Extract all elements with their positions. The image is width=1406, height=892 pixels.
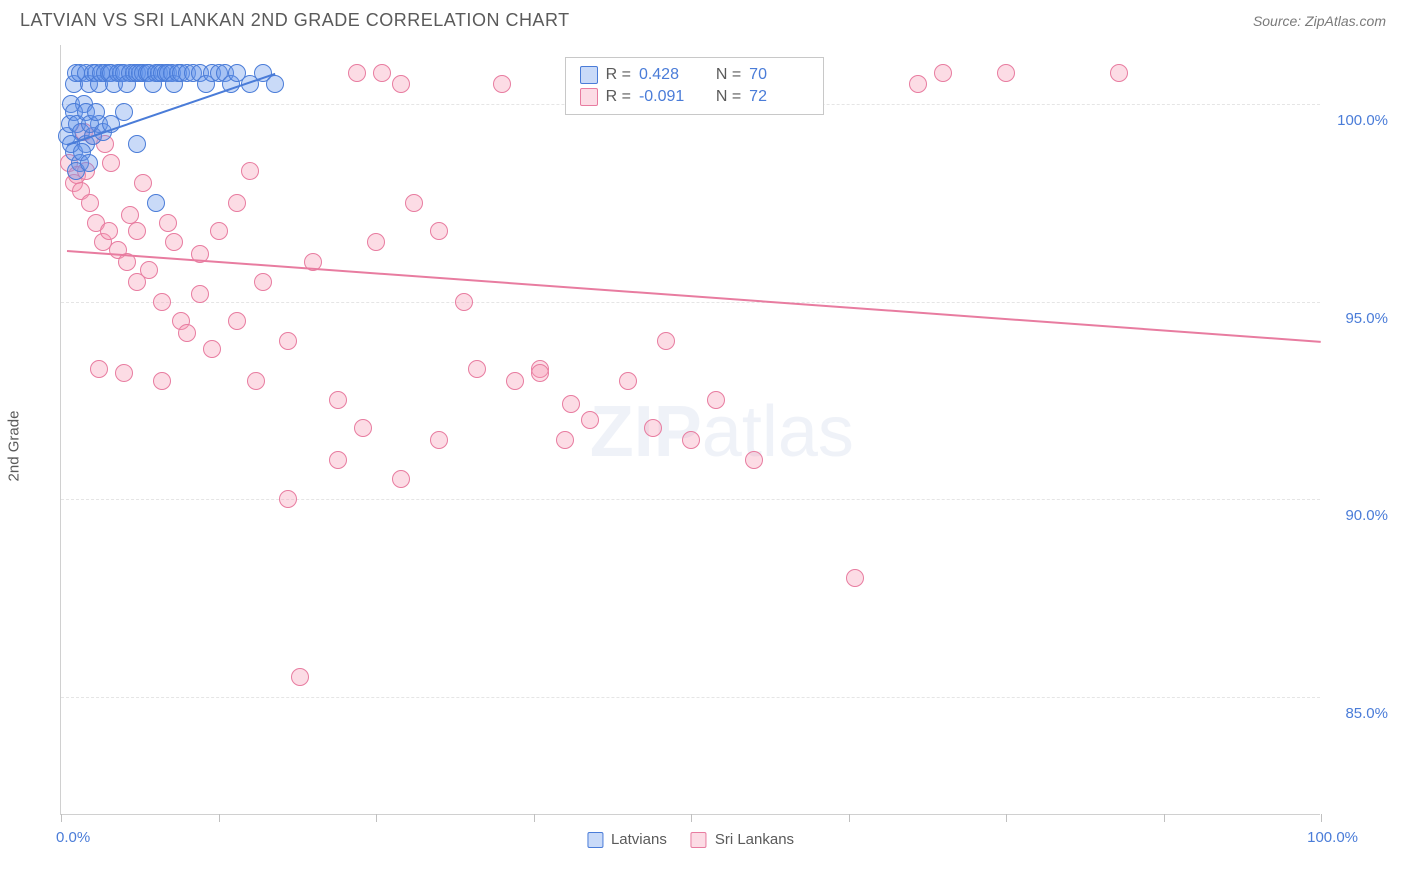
y-tick-label: 100.0% [1337,112,1388,129]
scatter-point [531,364,549,382]
scatter-point [657,332,675,350]
scatter-point [279,332,297,350]
source-attribution: Source: ZipAtlas.com [1253,13,1386,29]
scatter-point [392,470,410,488]
scatter-point [87,103,105,121]
n-value: 70 [749,66,809,84]
scatter-point [405,194,423,212]
n-value: 72 [749,88,809,106]
scatter-point [102,154,120,172]
scatter-point [191,285,209,303]
scatter-point [430,222,448,240]
scatter-point [228,312,246,330]
scatter-point [90,360,108,378]
y-tick-label: 95.0% [1345,310,1388,327]
scatter-point [80,154,98,172]
scatter-point [153,293,171,311]
scatter-point [934,64,952,82]
scatter-point [100,222,118,240]
scatter-point [134,174,152,192]
scatter-point [128,222,146,240]
scatter-point [291,668,309,686]
scatter-point [115,103,133,121]
legend-swatch [580,88,598,106]
legend-item: Sri Lankans [691,831,794,848]
scatter-point [147,194,165,212]
x-tick [61,814,62,822]
scatter-point [468,360,486,378]
scatter-point [159,214,177,232]
scatter-point [373,64,391,82]
scatter-point [178,324,196,342]
x-tick [1321,814,1322,822]
scatter-point [367,233,385,251]
x-tick [1164,814,1165,822]
legend-label: Latvians [611,831,667,848]
r-value: 0.428 [639,66,699,84]
scatter-point [241,162,259,180]
scatter-point [140,261,158,279]
correlation-legend: R = 0.428 N = 70R = -0.091 N = 72 [565,57,825,115]
chart-title: LATVIAN VS SRI LANKAN 2ND GRADE CORRELAT… [20,10,570,31]
legend-swatch [587,832,603,848]
r-value: -0.091 [639,88,699,106]
scatter-point [562,395,580,413]
scatter-chart: ZIPatlas 85.0%90.0%95.0%100.0%0.0%100.0%… [60,45,1320,815]
scatter-point [846,569,864,587]
legend-label: Sri Lankans [715,831,794,848]
gridline [61,499,1320,500]
x-tick [219,814,220,822]
scatter-point [997,64,1015,82]
scatter-point [210,222,228,240]
x-min-label: 0.0% [56,829,90,846]
scatter-point [121,206,139,224]
y-tick-label: 90.0% [1345,507,1388,524]
scatter-point [745,451,763,469]
scatter-point [329,451,347,469]
y-tick-label: 85.0% [1345,705,1388,722]
scatter-point [430,431,448,449]
x-tick [1006,814,1007,822]
gridline [61,302,1320,303]
x-tick [849,814,850,822]
series-legend: Latvians Sri Lankans [587,831,794,848]
x-tick [691,814,692,822]
scatter-point [1110,64,1128,82]
scatter-point [279,490,297,508]
scatter-point [165,233,183,251]
scatter-point [909,75,927,93]
legend-swatch [580,66,598,84]
scatter-point [619,372,637,390]
scatter-point [266,75,284,93]
scatter-point [682,431,700,449]
x-tick [534,814,535,822]
scatter-point [644,419,662,437]
scatter-point [153,372,171,390]
y-axis-label: 2nd Grade [6,411,23,482]
scatter-point [228,194,246,212]
scatter-point [392,75,410,93]
scatter-point [506,372,524,390]
scatter-point [203,340,221,358]
scatter-point [455,293,473,311]
scatter-point [247,372,265,390]
legend-item: Latvians [587,831,667,848]
legend-swatch [691,832,707,848]
trend-line [67,250,1321,343]
scatter-point [493,75,511,93]
gridline [61,697,1320,698]
scatter-point [348,64,366,82]
scatter-point [254,273,272,291]
scatter-point [128,135,146,153]
scatter-point [115,364,133,382]
scatter-point [556,431,574,449]
x-max-label: 100.0% [1307,829,1358,846]
scatter-point [81,194,99,212]
scatter-point [329,391,347,409]
scatter-point [707,391,725,409]
x-tick [376,814,377,822]
scatter-point [354,419,372,437]
scatter-point [581,411,599,429]
